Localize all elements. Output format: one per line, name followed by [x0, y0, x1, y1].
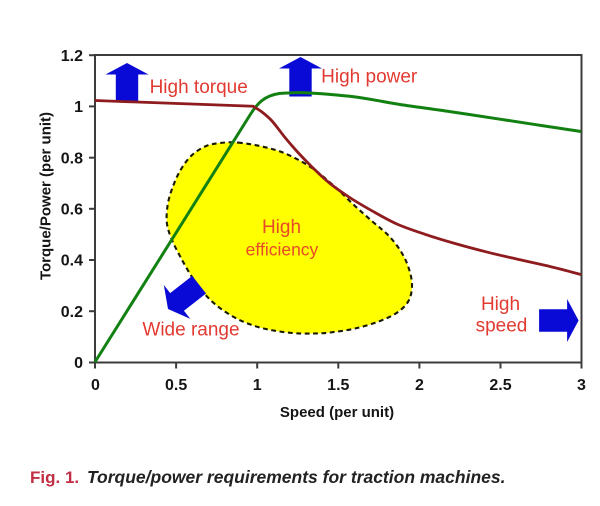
svg-text:High torque: High torque — [150, 77, 248, 98]
svg-text:1: 1 — [74, 99, 83, 116]
svg-text:Fig. 1.: Fig. 1. — [30, 468, 79, 487]
svg-text:speed: speed — [476, 316, 528, 337]
svg-text:0.4: 0.4 — [61, 253, 83, 270]
svg-text:1.2: 1.2 — [61, 48, 83, 65]
svg-text:1: 1 — [253, 377, 262, 394]
svg-text:2: 2 — [415, 377, 424, 394]
svg-text:2.5: 2.5 — [489, 377, 511, 394]
svg-text:High power: High power — [321, 67, 418, 88]
svg-text:0.8: 0.8 — [61, 150, 83, 167]
svg-text:0: 0 — [91, 377, 100, 394]
svg-text:efficiency: efficiency — [246, 240, 319, 260]
svg-text:High: High — [262, 217, 301, 238]
svg-text:Torque/Power (per unit): Torque/Power (per unit) — [38, 112, 55, 280]
svg-text:Speed (per unit): Speed (per unit) — [280, 404, 394, 421]
svg-text:Torque/power requirements for: Torque/power requirements for traction m… — [87, 467, 505, 487]
svg-text:0.2: 0.2 — [61, 304, 83, 321]
svg-text:1.5: 1.5 — [327, 377, 349, 394]
svg-text:Wide range: Wide range — [142, 320, 239, 341]
svg-text:High: High — [481, 294, 520, 315]
svg-text:3: 3 — [577, 377, 586, 394]
svg-text:0.5: 0.5 — [165, 377, 187, 394]
svg-text:0.6: 0.6 — [61, 202, 83, 219]
svg-text:0: 0 — [74, 355, 83, 372]
